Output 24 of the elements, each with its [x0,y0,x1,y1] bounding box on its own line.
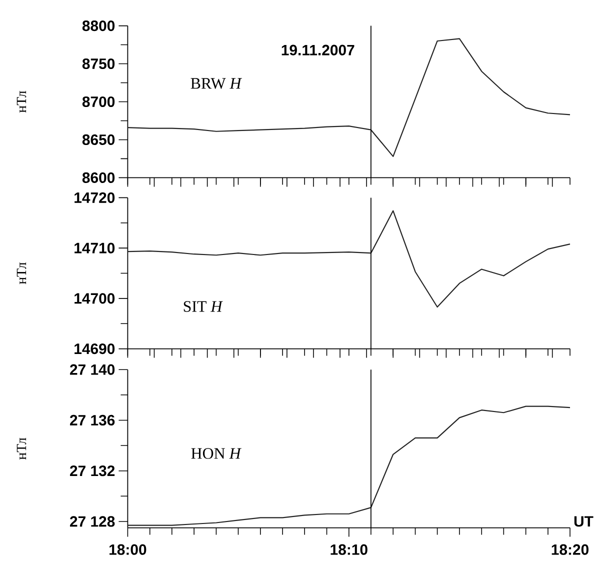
y-tick-label: 8800 [82,20,115,32]
y-tick-label: 14710 [74,242,115,254]
x-tick-label: 18:20 [552,544,588,555]
annotation: BRW H [190,78,242,89]
y-axis-title: нТл [16,438,26,460]
y-tick-label: 27 128 [70,516,115,527]
y-tick-label: 27 136 [70,414,115,426]
y-tick-label: 8600 [82,172,115,183]
x-tick-label: 18:10 [330,544,368,555]
annotation: SIT H [184,301,223,312]
y-tick-label: 14720 [74,192,115,203]
y-tick-label: 8700 [82,96,115,108]
y-tick-label: 8750 [82,58,115,70]
x-tick-label: 18:00 [110,544,146,555]
text: 19.11.2007 [282,44,354,56]
y-tick-label: 14700 [74,293,115,304]
y-tick-label: 14690 [74,344,115,354]
y-axis-title: нТл [16,90,26,113]
y-axis-title: нТл [16,262,26,284]
x-axis-title: UT [574,516,594,527]
annotation: HON H [191,448,242,459]
y-tick-label: 27 132 [70,466,115,476]
y-tick-label: 8650 [82,134,115,146]
y-tick-label: 27 140 [70,364,115,375]
